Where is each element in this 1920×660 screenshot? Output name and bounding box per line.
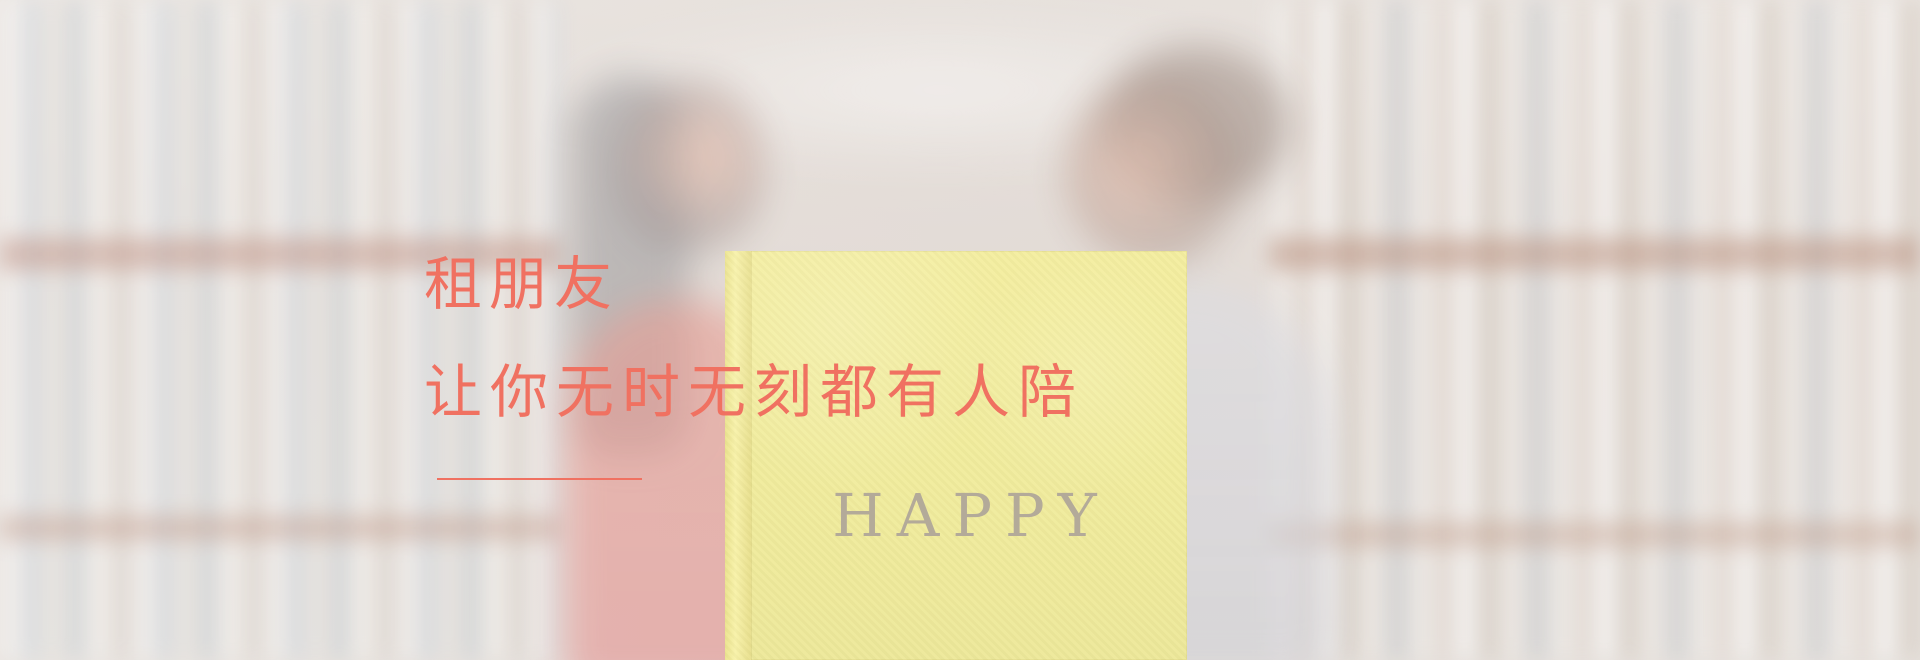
bookshelf-left-background [0,0,560,660]
person-left-head [615,80,765,250]
happy-book: HAPPY [725,251,1187,660]
hero-title: 租朋友 [424,250,620,318]
book-cover-text: HAPPY [832,481,1110,550]
headline-underline [437,478,642,480]
hero-headline: 租朋友 让你无时无刻都有人陪 [424,255,1084,480]
person-right-head [1065,75,1240,265]
bookshelf-right-background [1270,0,1920,660]
hero-subtitle: 让你无时无刻都有人陪 [424,358,1085,426]
